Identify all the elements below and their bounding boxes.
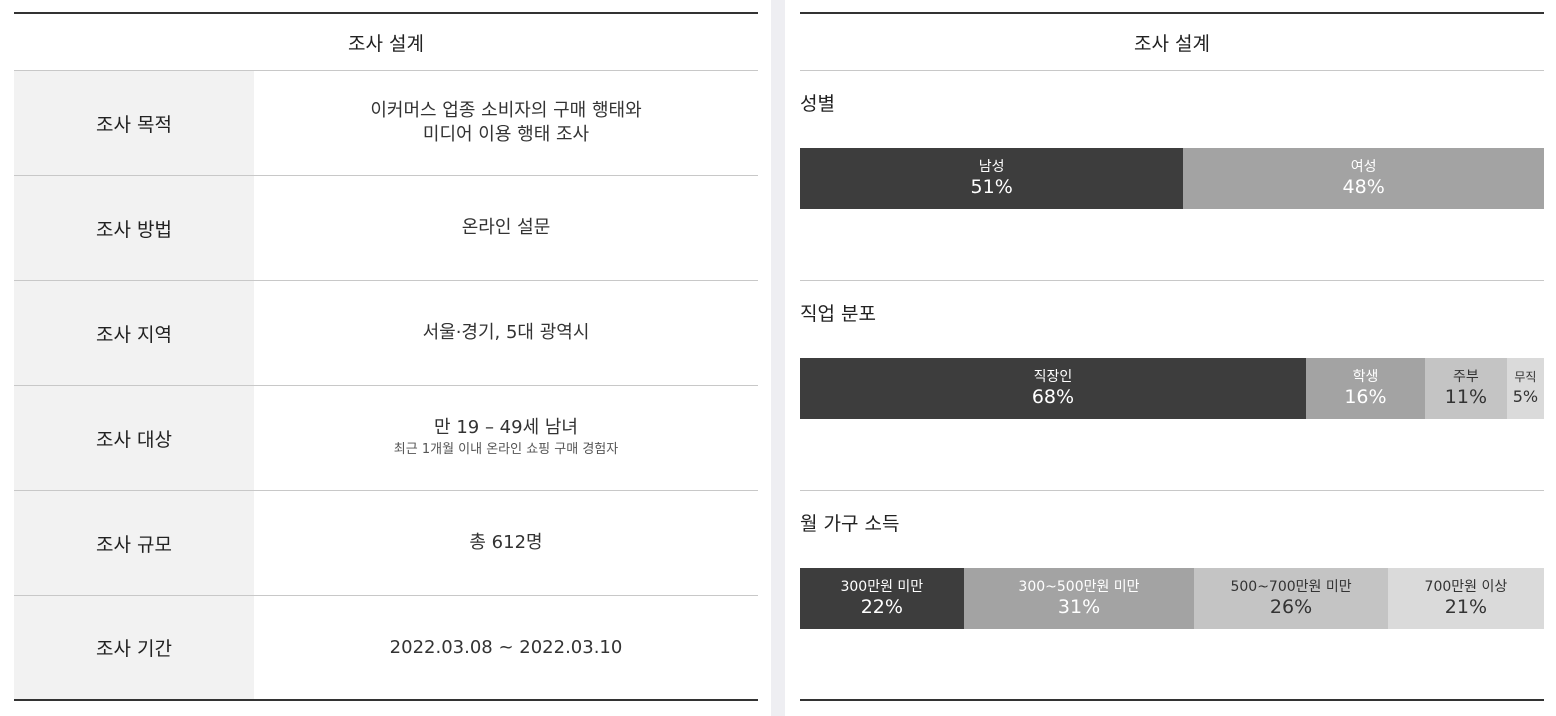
segment-value-label: 11% xyxy=(1444,386,1487,408)
table-row: 조사 방법 온라인 설문 xyxy=(14,176,758,281)
segment-category-label: 300~500만원 미만 xyxy=(1018,579,1140,595)
value-line: 만 19 – 49세 남녀 xyxy=(434,417,578,438)
bar-segment: 700만원 이상 21% xyxy=(1387,568,1544,629)
bar-segment: 학생 16% xyxy=(1305,358,1425,419)
table-row: 조사 규모 총 612명 xyxy=(14,491,758,596)
bar-segment: 주부 11% xyxy=(1424,358,1507,419)
segment-value-label: 31% xyxy=(1057,596,1101,618)
segment-value-label: 26% xyxy=(1269,596,1313,618)
table-row: 조사 목적 이커머스 업종 소비자의 구매 행태와 미디어 이용 행태 조사 xyxy=(14,71,758,176)
segment-value-label: 51% xyxy=(970,176,1013,198)
segment-category-label: 300만원 미만 xyxy=(840,579,924,595)
row-value: 2022.03.08 ~ 2022.03.10 xyxy=(254,596,758,699)
value-line: 2022.03.08 ~ 2022.03.10 xyxy=(389,636,623,658)
table-row: 조사 기간 2022.03.08 ~ 2022.03.10 xyxy=(14,596,758,701)
segment-category-label: 무직 xyxy=(1514,370,1537,384)
row-value: 이커머스 업종 소비자의 구매 행태와 미디어 이용 행태 조사 xyxy=(254,71,758,175)
income-section: 월 가구 소득 300만원 미만 22% 300~500만원 미만 31% 500~70… xyxy=(800,491,1544,701)
row-label: 조사 목적 xyxy=(14,71,254,175)
row-value: 서울·경기, 5대 광역시 xyxy=(254,281,758,385)
stacked-bar: 직장인 68% 학생 16% 주부 11% 무직 5% xyxy=(800,358,1545,419)
row-label: 조사 기간 xyxy=(14,596,254,699)
row-value: 총 612명 xyxy=(254,491,758,595)
row-value: 만 19 – 49세 남녀 최근 1개월 이내 온라인 쇼핑 구매 경험자 xyxy=(254,386,758,490)
value-line: 총 612명 xyxy=(469,532,543,553)
table-header: 조사 설계 xyxy=(14,12,758,71)
chart-title: 월 가구 소득 xyxy=(800,513,900,535)
bar-segment: 500~700만원 미만 26% xyxy=(1194,568,1388,629)
segment-category-label: 500~700만원 미만 xyxy=(1230,579,1352,595)
row-label: 조사 방법 xyxy=(14,176,254,280)
panel-divider xyxy=(771,0,785,716)
chart-title: 직업 분포 xyxy=(800,303,876,325)
row-label: 조사 규모 xyxy=(14,491,254,595)
segment-value-label: 22% xyxy=(860,596,903,618)
gender-section: 성별 남성 51% 여성 48% xyxy=(800,71,1544,281)
bar-segment: 300만원 미만 22% xyxy=(800,568,964,629)
bar-segment: 남성 51% xyxy=(800,148,1184,209)
table-row: 조사 대상 만 19 – 49세 남녀 최근 1개월 이내 온라인 쇼핑 구매 … xyxy=(14,386,758,491)
survey-design-table: 조사 설계 조사 목적 이커머스 업종 소비자의 구매 행태와 미디어 이용 행… xyxy=(14,12,758,701)
occupation-section: 직업 분포 직장인 68% 학생 16% 주부 11% 무직 5% xyxy=(800,281,1545,491)
bar-segment: 무직 5% xyxy=(1506,358,1545,419)
row-label: 조사 대상 xyxy=(14,386,254,490)
segment-value-label: 21% xyxy=(1444,596,1487,618)
segment-category-label: 여성 xyxy=(1350,159,1377,175)
segment-value-label: 5% xyxy=(1512,387,1539,406)
table-row: 조사 지역 서울·경기, 5대 광역시 xyxy=(14,281,758,386)
row-value: 온라인 설문 xyxy=(254,176,758,280)
segment-category-label: 학생 xyxy=(1352,369,1379,385)
value-line: 미디어 이용 행태 조사 xyxy=(422,124,590,145)
chart-title: 성별 xyxy=(800,93,835,115)
value-line: 이커머스 업종 소비자의 구매 행태와 xyxy=(370,100,642,121)
segment-value-label: 68% xyxy=(1031,386,1075,408)
segment-value-label: 16% xyxy=(1344,386,1387,408)
segment-category-label: 주부 xyxy=(1453,369,1479,385)
value-line: 온라인 설문 xyxy=(461,217,551,238)
bar-segment: 직장인 68% xyxy=(800,358,1306,419)
segment-category-label: 남성 xyxy=(978,159,1005,175)
row-label: 조사 지역 xyxy=(14,281,254,385)
stacked-bar: 남성 51% 여성 48% xyxy=(800,148,1544,209)
segment-category-label: 직장인 xyxy=(1033,369,1073,385)
bar-segment: 300~500만원 미만 31% xyxy=(963,568,1195,629)
segment-category-label: 700만원 이상 xyxy=(1424,579,1508,595)
stacked-bar: 300만원 미만 22% 300~500만원 미만 31% 500~700만원 미만 26… xyxy=(800,568,1544,629)
value-subtext: 최근 1개월 이내 온라인 쇼핑 구매 경험자 xyxy=(393,442,619,457)
respondent-profile: 조사 설계 성별 남성 51% 여성 48% 직업 분포 직장인 68% 학생 16% 주부 1… xyxy=(800,12,1545,701)
profile-header: 조사 설계 xyxy=(800,12,1544,71)
bar-segment: 여성 48% xyxy=(1183,148,1544,209)
value-line: 서울·경기, 5대 광역시 xyxy=(422,322,590,343)
segment-value-label: 48% xyxy=(1342,176,1385,198)
